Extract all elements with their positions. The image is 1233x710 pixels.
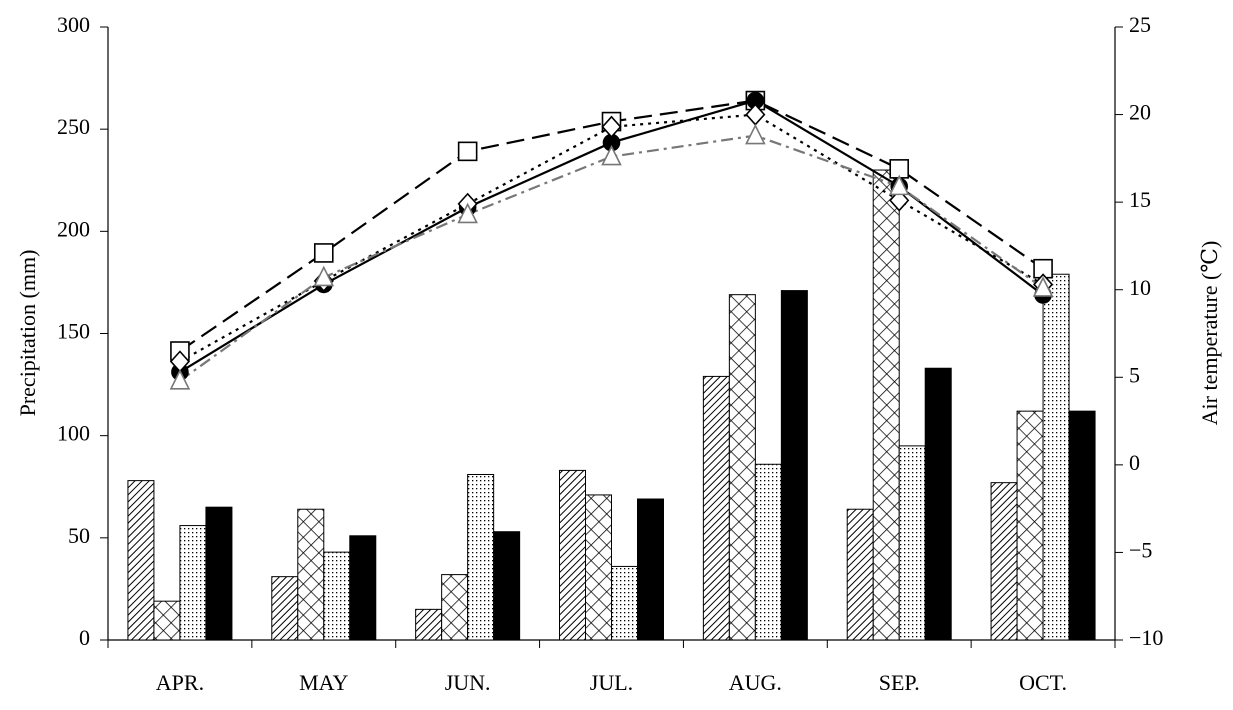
y2-tick-label: 0 <box>1129 450 1140 475</box>
marker <box>457 202 478 224</box>
bar <box>780 290 808 641</box>
y2-tick-label: −10 <box>1129 625 1163 650</box>
bar <box>846 508 874 641</box>
marker <box>457 141 478 162</box>
bar <box>924 367 952 641</box>
line <box>179 134 1044 382</box>
marker <box>1032 276 1054 297</box>
marker <box>889 189 910 212</box>
y-tick-label: 100 <box>57 421 90 446</box>
marker <box>313 243 334 263</box>
bar <box>1016 410 1044 641</box>
bar <box>127 480 155 641</box>
bar <box>728 294 756 641</box>
y-tick-label: 200 <box>57 216 90 241</box>
bar <box>1068 410 1096 641</box>
bar <box>872 169 900 641</box>
bar <box>323 551 351 641</box>
bar <box>754 463 782 641</box>
bar <box>1042 273 1070 641</box>
x-tick-label: MAY <box>299 670 348 695</box>
x-tick-label: AUG. <box>729 670 782 695</box>
x-tick-label: OCT. <box>1019 670 1067 695</box>
x-tick-label: SEP. <box>879 670 920 695</box>
marker <box>313 265 335 287</box>
marker <box>888 174 910 196</box>
x-tick-label: JUN. <box>445 670 491 695</box>
bar <box>637 498 664 641</box>
y2-tick-label: 5 <box>1129 362 1140 387</box>
bar <box>349 535 377 641</box>
y2-tick-label: 20 <box>1129 100 1151 125</box>
y-tick-label: 150 <box>57 319 90 344</box>
bar <box>493 531 521 641</box>
bar <box>271 576 299 641</box>
y2-tick-label: 10 <box>1129 275 1151 300</box>
bar <box>611 565 638 641</box>
bar <box>898 445 926 641</box>
marker <box>601 115 622 139</box>
x-tick-label: JUL. <box>590 670 633 695</box>
bar <box>179 525 207 641</box>
y-axis-title: Precipitation (mm) <box>15 250 40 417</box>
marker <box>745 123 766 145</box>
marker <box>169 368 191 390</box>
y2-tick-label: −5 <box>1129 537 1152 562</box>
bar <box>990 482 1018 641</box>
bar <box>153 600 181 641</box>
y-tick-label: 50 <box>68 523 90 548</box>
bar <box>415 608 443 641</box>
y2-tick-label: 25 <box>1129 12 1151 37</box>
y2-axis-title: Air temperature (℃) <box>1197 241 1222 426</box>
bar <box>559 469 586 641</box>
bar <box>297 508 325 641</box>
y-tick-label: 300 <box>57 12 90 37</box>
bar <box>702 375 730 641</box>
bar <box>205 506 233 641</box>
y-tick-label: 250 <box>57 114 90 139</box>
marker <box>601 144 622 166</box>
bar <box>441 574 469 641</box>
y2-tick-label: 15 <box>1129 187 1151 212</box>
bar <box>467 473 495 641</box>
bar <box>585 494 612 641</box>
x-tick-label: APR. <box>156 670 204 695</box>
y-tick-label: 0 <box>79 625 90 650</box>
